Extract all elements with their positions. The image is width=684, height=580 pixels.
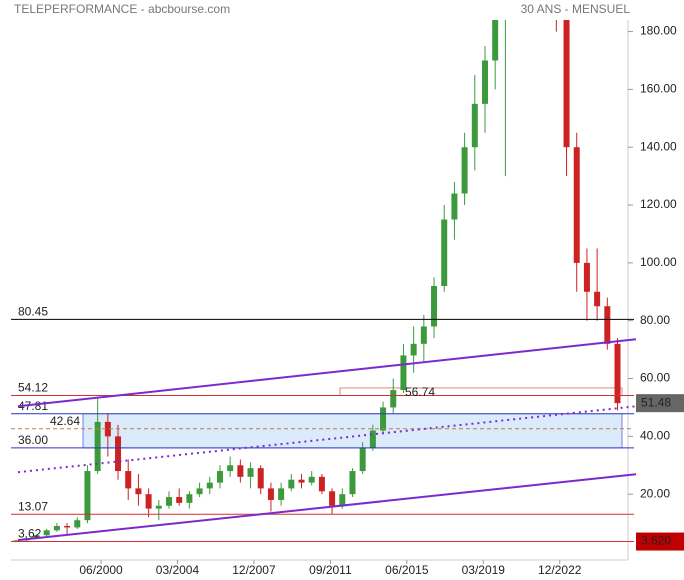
candle-body [288,479,295,489]
y-tick-label: 120.00 [640,197,677,211]
trendline [17,338,637,408]
candle-body [165,497,172,506]
candle-body [380,407,387,431]
candle-body [481,60,488,104]
candle-body [614,343,621,404]
x-tick-label: 03/2019 [462,563,506,577]
candle-body [206,482,213,489]
candle-body [420,326,427,344]
level-box [339,387,623,396]
x-tick-label: 06/2000 [79,563,123,577]
candle-body [43,530,50,536]
last-price-label: 51.48 [641,395,671,409]
candle-body [349,471,356,495]
low-price-box [636,532,684,551]
candle-body [104,421,111,437]
candle-body [155,505,162,509]
level-label: 47.81 [18,399,48,413]
candle-body [216,471,223,483]
y-tick-label: 100.00 [640,255,677,269]
candle-body [257,468,264,489]
candle-body [267,488,274,500]
candle-body [594,291,601,307]
last-price-box [636,394,684,413]
y-tick-label: 160.00 [640,82,677,96]
candle-body [400,355,407,391]
level-label: 54.12 [18,381,48,395]
candle-body [227,465,234,472]
x-tick-label: 12/2022 [538,563,582,577]
support-zone [82,413,623,449]
candle-body [390,390,397,408]
trendline [17,405,637,474]
x-tick-label: 12/2007 [232,563,276,577]
level-label: 56.74 [405,385,435,399]
plot-area [13,0,623,543]
candle-body [369,430,376,448]
y-tick-label: 60.00 [640,371,670,385]
candle-body [461,147,468,194]
candle-body [604,306,611,344]
y-tick-label: 40.00 [640,429,670,443]
candle-body [583,262,590,292]
candle-body [13,540,20,542]
x-tick-label: 09/2011 [309,563,352,577]
candle-body [502,0,508,17]
candle-body [471,103,478,148]
candle-body [115,436,122,472]
level-label: 80.45 [18,305,48,319]
candle-body [237,465,244,477]
chart-subtitle: 30 ANS - MENSUEL [521,2,631,16]
y-tick-label: 20.00 [640,486,670,500]
x-tick-label: 03/2004 [156,563,200,577]
candle-body [94,421,101,472]
candle-body [176,497,183,503]
level-label: 42.64 [50,414,80,428]
level-label: 13.07 [18,499,48,513]
candle-body [196,488,203,495]
candle-body [431,286,438,327]
low-price-label: 3.620 [641,534,671,548]
candle-body [329,491,336,506]
candle-body [145,494,152,509]
candle-body [318,476,325,492]
candle-body [278,488,285,500]
candle-body [298,479,305,483]
candle-body [410,343,417,356]
chart-title: TELEPERFORMANCE - abcbourse.com [14,2,230,16]
y-tick-label: 80.00 [640,313,670,327]
y-tick-label: 180.00 [640,24,677,38]
candle-body [308,476,315,483]
candle-body [64,525,71,528]
candle-body [359,447,366,472]
level-label: 36.00 [18,433,48,447]
candle-body [135,488,142,495]
candle-body [563,20,570,148]
candle-body [492,20,499,61]
candle-body [53,525,60,531]
candle-body [33,535,40,539]
trendline [17,473,637,542]
candle-body [186,494,193,503]
candle-body [74,520,81,528]
y-tick-label: 140.00 [640,139,677,153]
x-tick-label: 06/2015 [385,563,429,577]
candle-body [84,471,91,521]
candle-body [451,193,458,220]
candle-body [339,494,346,506]
candle-body [441,219,448,286]
candle-body [573,147,580,263]
level-label: 3.62 [18,527,42,541]
candle-body [125,471,132,489]
candle-body [247,468,254,477]
